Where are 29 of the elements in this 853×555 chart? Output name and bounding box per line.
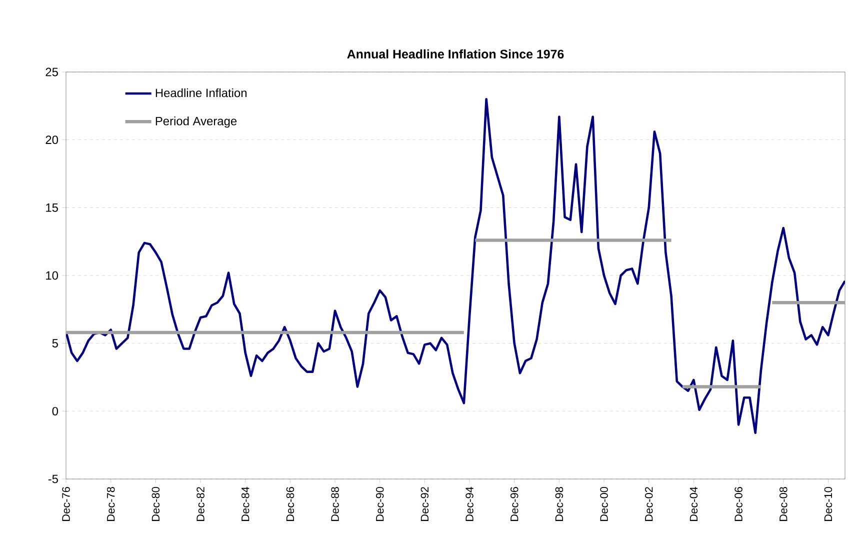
- x-tick-label: Dec-94: [466, 486, 474, 521]
- x-tick-label: Dec-88: [331, 487, 339, 521]
- x-tick-label: Dec-96: [510, 487, 518, 521]
- x-tick-label: Dec-76: [62, 487, 70, 521]
- y-tick-label: 10: [46, 271, 58, 280]
- x-tick-label: Dec-90: [376, 486, 384, 521]
- y-tick-label: 15: [46, 204, 58, 212]
- chart-title: Annual Headline Inflation Since 1976: [347, 49, 564, 59]
- legend-label: Period Average: [156, 116, 237, 128]
- x-tick-label: Dec-98: [555, 487, 564, 521]
- x-tick-label: Dec-10: [824, 486, 832, 521]
- x-tick-label: Dec-80: [152, 486, 160, 521]
- x-tick-label: Dec-82: [196, 487, 204, 521]
- x-tick-label: Dec-00: [600, 486, 608, 521]
- y-tick-label: 5: [52, 339, 58, 348]
- x-tick-label: Dec-06: [734, 487, 742, 521]
- y-tick-label: 0: [52, 406, 58, 416]
- y-tick-label: 25: [46, 68, 58, 76]
- x-tick-label: Dec-92: [420, 487, 429, 521]
- y-tick-label: -5: [48, 474, 58, 484]
- x-tick-label: Dec-78: [106, 487, 115, 521]
- x-tick-label: Dec-08: [779, 487, 788, 521]
- y-tick-label: 20: [46, 136, 58, 144]
- x-tick-label: Dec-02: [644, 487, 653, 521]
- x-tick-label: Dec-04: [690, 486, 698, 521]
- legend-label: Headline Inflation: [156, 88, 246, 98]
- x-tick-label: Dec-84: [241, 486, 250, 521]
- line-series: [66, 98, 846, 434]
- x-tick-label: Dec-86: [286, 487, 294, 521]
